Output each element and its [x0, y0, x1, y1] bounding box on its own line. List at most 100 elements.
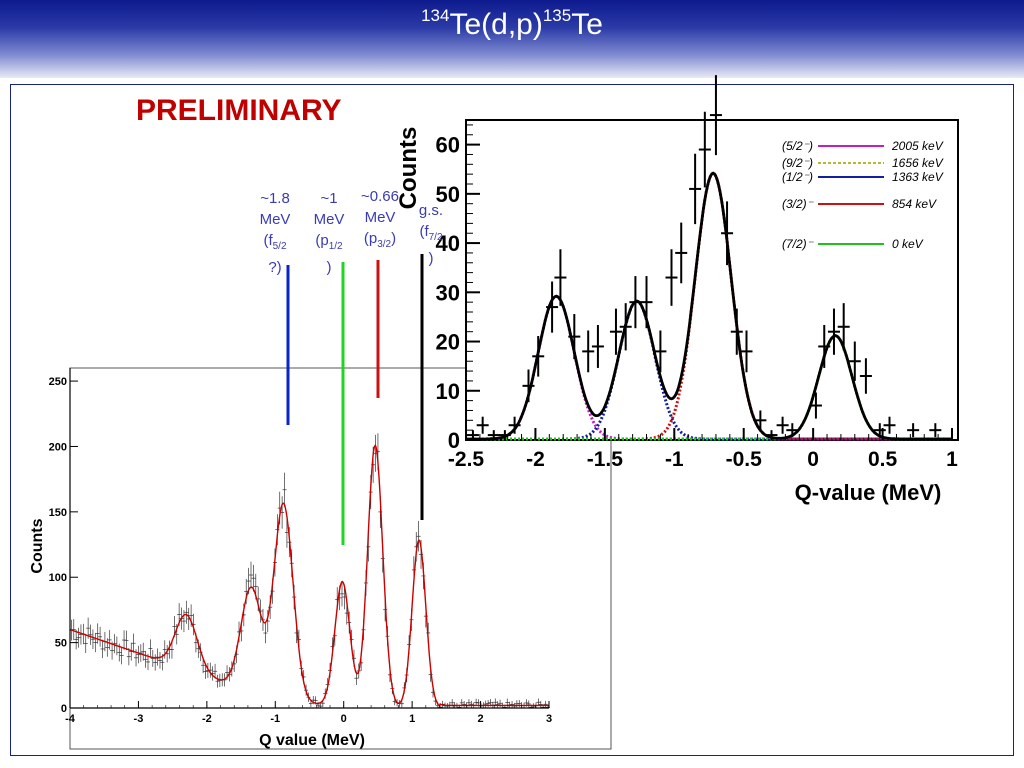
assignment-suffix: ) — [326, 259, 332, 276]
chart2-y-tick-label: 20 — [436, 330, 460, 355]
chart2-point — [466, 430, 479, 440]
chart1-point — [98, 626, 103, 647]
chart2-y-tick-label: 60 — [436, 133, 460, 158]
legend-energy: 1363 keV — [892, 170, 944, 184]
assignment-label-p32: ~0.66 MeV (p3/2) — [354, 186, 406, 255]
chart1-x-axis-label: Q value (MeV) — [259, 732, 365, 749]
chart1-x-tick-label: 2 — [478, 713, 484, 725]
chart1-point — [483, 700, 488, 708]
chart1-point — [318, 703, 323, 708]
chart1-point — [88, 624, 93, 645]
assignment-spin: (f7/2 — [419, 223, 443, 243]
chart2-x-tick-label: 0.5 — [868, 448, 898, 471]
chart2-y-tick-label: 10 — [436, 379, 460, 404]
legend-spin: (1/2⁻) — [782, 170, 813, 184]
chart1-point — [107, 630, 112, 650]
chart1-point — [469, 700, 474, 708]
chart2-point — [730, 308, 743, 355]
assignment-spin: (p1/2 — [315, 232, 343, 252]
chart1-point — [462, 700, 467, 708]
chart2-x-tick-label: -1 — [665, 448, 684, 471]
chart2-x-axis-label: Q-value (MeV) — [795, 480, 942, 505]
chart2-y-tick-label: 50 — [436, 182, 460, 207]
chart1-point — [95, 623, 100, 644]
chart1-point — [526, 700, 531, 708]
chart1-point — [248, 561, 253, 589]
chart1-y-tick-label: 50 — [55, 638, 67, 650]
chart1-point — [213, 663, 218, 679]
chart1-point — [157, 652, 162, 669]
chart1-y-tick-label: 250 — [49, 376, 67, 388]
chart2-point — [740, 330, 753, 373]
chart2-point — [929, 423, 942, 438]
chart2-point — [698, 111, 711, 188]
chart2-legend-item: (7/2)⁻ 0 keV — [782, 237, 924, 251]
chart2-point — [554, 249, 567, 306]
legend-spin: (3/2)⁻ — [782, 197, 815, 211]
chart2-point — [498, 430, 511, 440]
chart2-point — [640, 276, 653, 329]
assignment-unit: MeV — [364, 209, 396, 226]
chart2-point — [883, 416, 896, 434]
slide-title: 134Te(d,p)135Te — [0, 6, 1024, 42]
assignment-spin: (p3/2) — [363, 230, 397, 250]
chart2-point — [786, 423, 799, 438]
chart1-fit-curve — [69, 444, 549, 708]
chart1-point — [169, 640, 174, 659]
chart1-point — [90, 629, 95, 650]
legend-energy: 0 keV — [892, 237, 924, 251]
chart1-x-tick-label: 1 — [409, 713, 415, 725]
chart2-point — [546, 281, 559, 333]
chart1-point — [203, 664, 208, 679]
chart1-point — [282, 472, 287, 507]
chart1-point — [119, 646, 124, 665]
chart2-legend-item: (5/2⁻) 2005 keV — [782, 139, 944, 153]
chart1-y-axis-label: Counts — [29, 518, 46, 573]
chart2-point — [532, 336, 545, 377]
chart1-point — [263, 622, 268, 644]
chart2-legend-item: (3/2)⁻ 854 keV — [782, 197, 937, 211]
title-element: Te — [571, 8, 603, 41]
chart2-point — [721, 201, 734, 266]
chart1-y-tick-label: 0 — [61, 703, 67, 715]
assignment-label-p12: ~1 MeV (p1/2 ) — [306, 188, 352, 278]
chart2-x-tick-label: -2 — [526, 448, 545, 471]
title-bar — [0, 0, 1024, 78]
legend-energy: 854 keV — [892, 197, 937, 211]
chart2-point — [591, 325, 604, 368]
chart2-point — [818, 325, 831, 368]
chart1-x-tick-label: -4 — [65, 713, 76, 725]
chart2-point — [907, 423, 920, 438]
chart2-x-tick-label: -0.5 — [726, 448, 763, 471]
assignment-suffix: ) — [428, 250, 434, 267]
assignment-energy: g.s. — [418, 202, 444, 219]
chart1-point — [543, 700, 548, 708]
legend-spin: (9/2⁻) — [782, 156, 813, 170]
chart2-x-tick-label: -2.5 — [448, 448, 485, 471]
chart1-point — [100, 639, 105, 659]
chart2-point — [675, 222, 688, 284]
chart1-point — [184, 600, 189, 624]
chart2-point — [654, 330, 667, 373]
chart1-point — [215, 674, 220, 688]
chart2-point — [522, 369, 535, 403]
chart1-point — [148, 639, 153, 658]
assignment-unit: MeV — [259, 211, 291, 228]
chart1-point — [181, 610, 186, 633]
chart1-point — [399, 700, 404, 708]
chart2-point — [629, 276, 642, 329]
preliminary-stamp: PRELIMINARY — [136, 94, 342, 127]
chart2-data-points — [466, 75, 942, 440]
chart2-point — [848, 341, 861, 381]
chart1-x-tick-label: -3 — [134, 713, 144, 725]
chart1-point — [251, 564, 256, 592]
chart1-x-tick-label: 3 — [546, 713, 552, 725]
chart2-point — [754, 410, 767, 431]
chart1-point — [340, 581, 345, 607]
chart1-point — [131, 633, 136, 653]
assignment-unit: MeV — [313, 211, 345, 228]
